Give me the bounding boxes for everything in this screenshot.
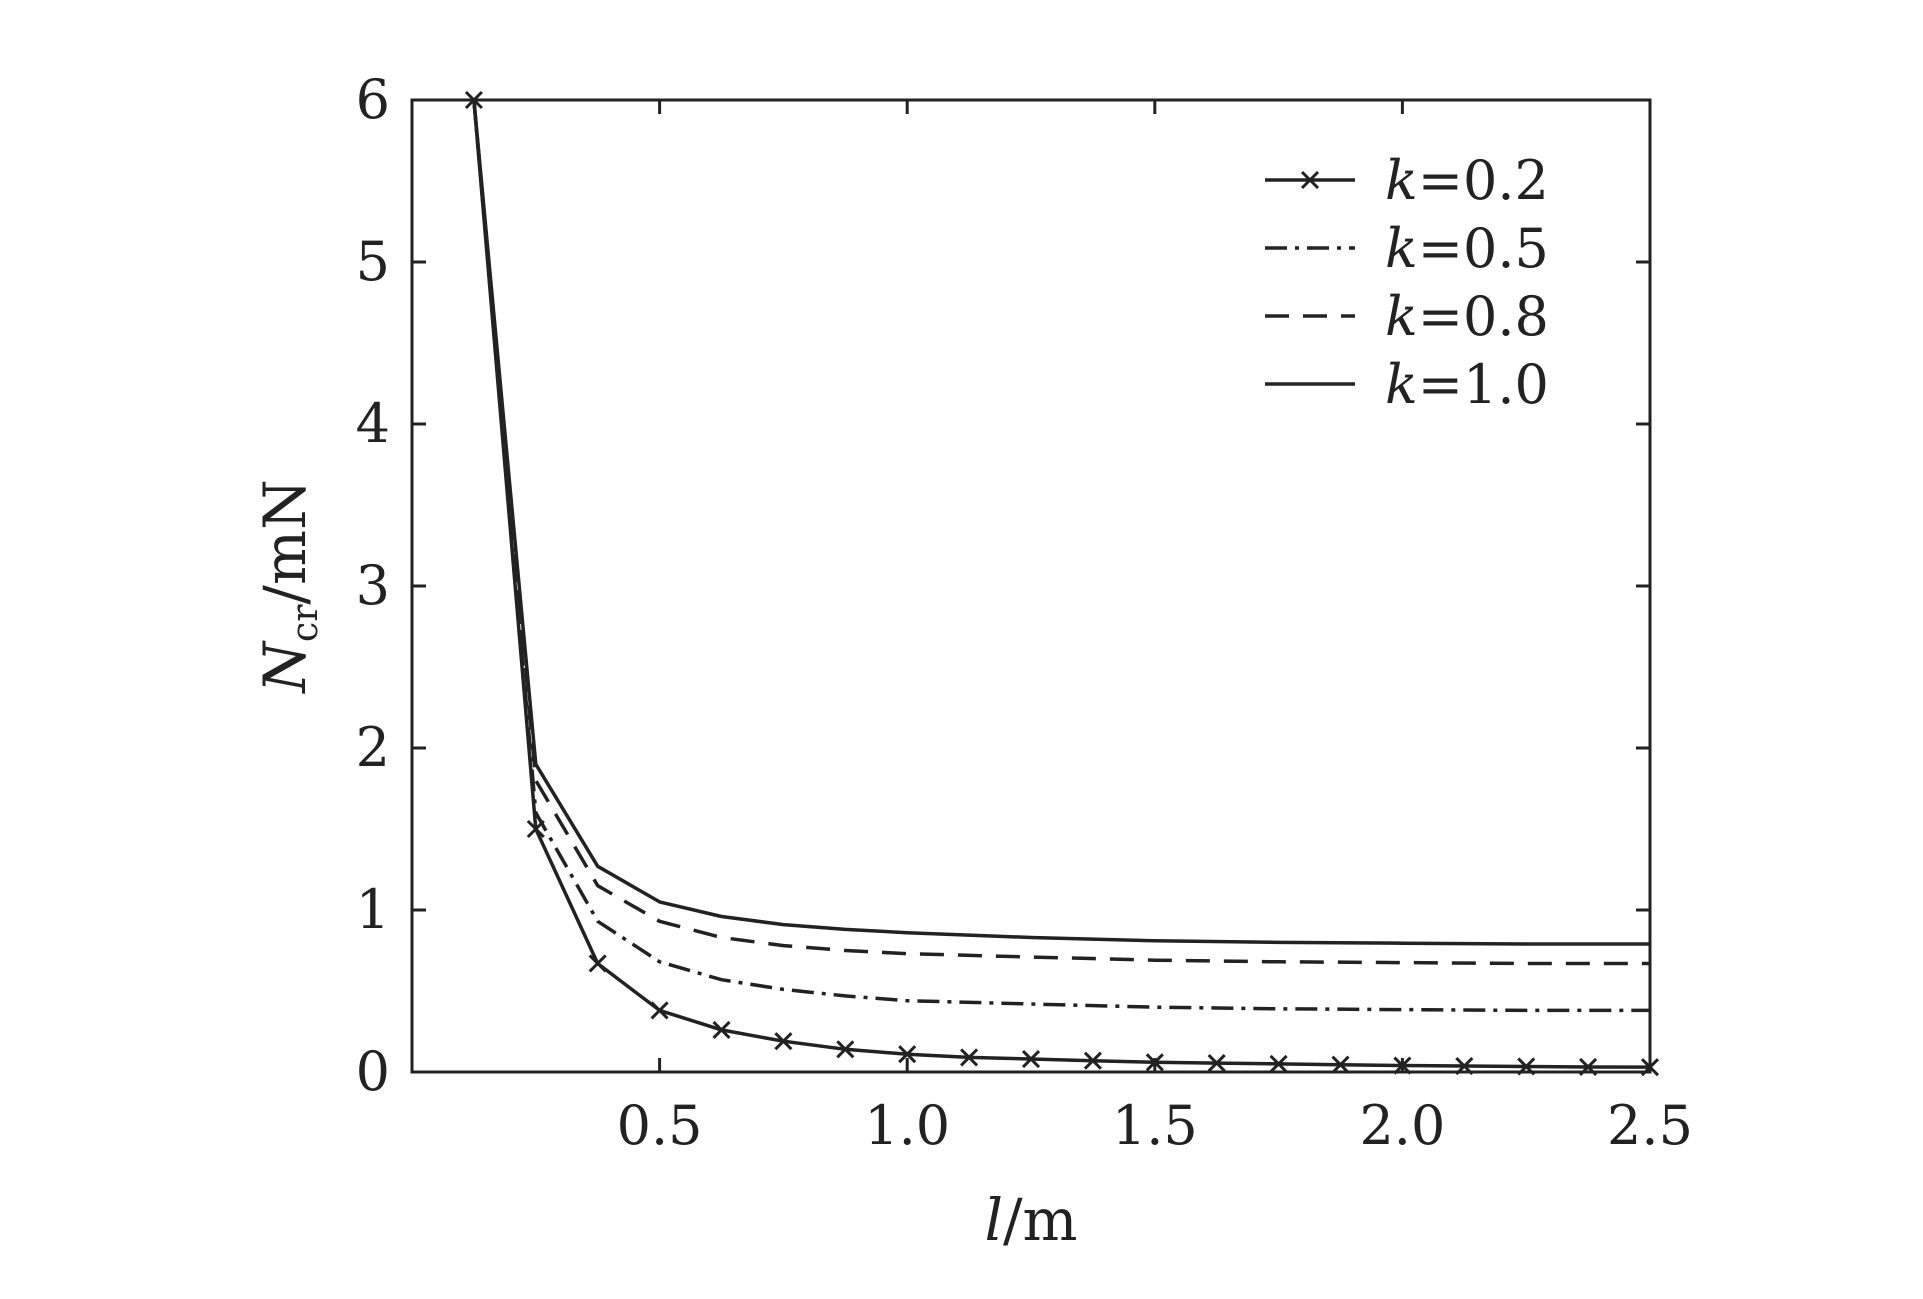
data-point-marker — [1269, 1054, 1288, 1073]
y-axis-label: Ncr/mN — [251, 479, 326, 694]
data-point-marker — [1207, 1054, 1226, 1073]
series-line — [472, 99, 1650, 946]
data-point-marker — [836, 1040, 855, 1059]
data-point-marker — [588, 954, 607, 973]
x-tick-label: 2.5 — [1607, 1094, 1693, 1157]
legend-label: k=1.0 — [1385, 353, 1549, 416]
legend-marker — [1300, 170, 1320, 190]
legend-item: k=0.8 — [1265, 285, 1549, 348]
data-point-marker — [1331, 1055, 1350, 1074]
legend-label: k=0.8 — [1385, 285, 1549, 348]
series-line — [472, 99, 1651, 1069]
legend-label: k=0.2 — [1385, 149, 1549, 212]
y-tick-label: 0 — [356, 1040, 390, 1103]
y-tick-label: 3 — [356, 554, 390, 617]
data-point-marker — [960, 1048, 979, 1067]
data-point-marker — [650, 1001, 669, 1020]
x-tick-label: 1.0 — [864, 1094, 950, 1157]
data-point-marker — [1083, 1051, 1102, 1070]
series-line — [472, 99, 1650, 966]
series-k=0.5 — [472, 99, 1650, 1013]
x-tick-label: 2.0 — [1359, 1094, 1445, 1157]
legend: k=0.2k=0.5k=0.8k=1.0 — [1265, 149, 1549, 416]
x-tick-label: 0.5 — [617, 1094, 703, 1157]
y-tick-label: 4 — [356, 392, 390, 455]
x-tick-label: 1.5 — [1112, 1094, 1198, 1157]
data-point-marker — [774, 1032, 793, 1051]
x-axis-label: l/m — [984, 1186, 1077, 1254]
y-tick-label: 1 — [356, 878, 390, 941]
legend-item: k=0.2 — [1265, 149, 1549, 212]
legend-item: k=0.5 — [1265, 217, 1549, 280]
data-point-marker — [1021, 1049, 1041, 1069]
y-tick-label: 5 — [356, 230, 390, 293]
series-k=1.0 — [472, 99, 1650, 946]
data-point-marker — [712, 1020, 731, 1039]
series-layer — [464, 90, 1660, 1077]
y-tick-label: 2 — [356, 716, 390, 779]
series-k=0.8 — [472, 99, 1650, 966]
y-tick-label: 6 — [356, 68, 390, 131]
tick-layer: 0.5 1.0 1.5 2.0 2.5 0 1 2 3 4 5 6 — [356, 68, 1693, 1157]
series-line — [472, 99, 1650, 1013]
legend-label: k=0.5 — [1385, 217, 1549, 280]
legend-item: k=1.0 — [1265, 353, 1549, 416]
data-point-marker — [898, 1045, 917, 1064]
